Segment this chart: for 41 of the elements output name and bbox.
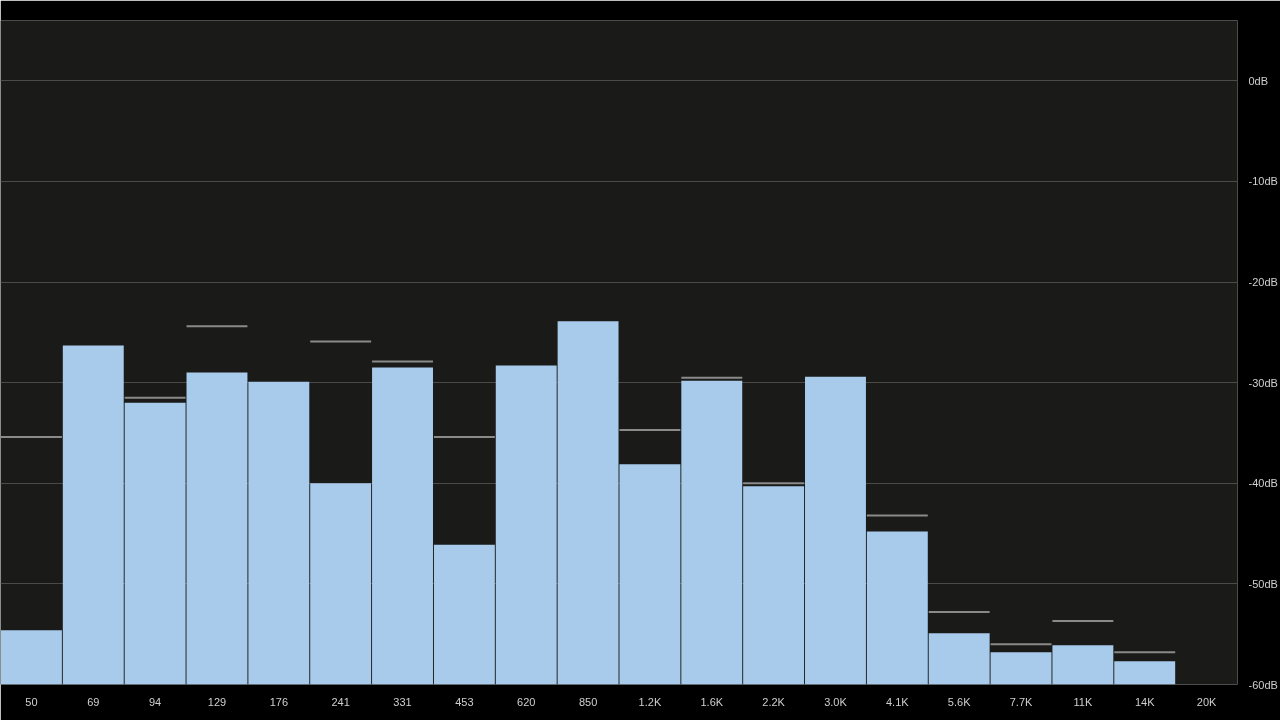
y-tick-label: -50dB [1248,577,1278,590]
x-tick-label: 453 [455,695,474,708]
bar [310,340,372,343]
bar [372,360,433,363]
y-tick-label: -60dB [1248,678,1278,691]
bar [619,428,681,431]
bar [743,482,805,485]
bar [1052,620,1114,623]
bar [681,376,743,379]
x-tick-label: 5.6K [947,695,972,708]
x-tick-label: 620 [517,695,536,708]
y-tick-label: -10dB [1248,175,1278,188]
bar [186,325,248,328]
y-tick-label: 0dB [1248,74,1269,87]
y-tick-label: -40dB [1248,477,1278,490]
x-tick-label: 1.6K [700,695,724,708]
bar [866,514,928,517]
bar [124,396,186,399]
x-tick-label: 1.2K [638,695,662,708]
x-tick-label: 69 [87,695,100,708]
x-tick-label: 176 [269,695,289,708]
x-tick-label: 241 [331,695,350,708]
x-tick-label: 94 [149,695,162,708]
x-tick-label: 7.7K [1009,695,1033,708]
x-tick-label: 129 [207,695,227,708]
bar [928,611,990,614]
x-tick-label: 3.0K [824,695,848,708]
bar [1114,651,1176,654]
x-tick-label: 4.1K [886,695,910,708]
x-tick-label: 50 [25,695,38,708]
y-tick-label: -20dB [1248,276,1278,289]
x-tick-label: 14K [1134,695,1156,708]
x-tick-label: 850 [578,695,598,708]
y-tick-label: -30dB [1248,376,1278,389]
x-tick-label: 331 [393,695,412,708]
x-tick-label: 20K [1196,695,1218,708]
x-tick-label: 2.2K [762,695,786,708]
x-tick-label: 11K [1073,695,1093,708]
bar [433,436,495,439]
bar [0,436,62,439]
bar [990,643,1052,646]
